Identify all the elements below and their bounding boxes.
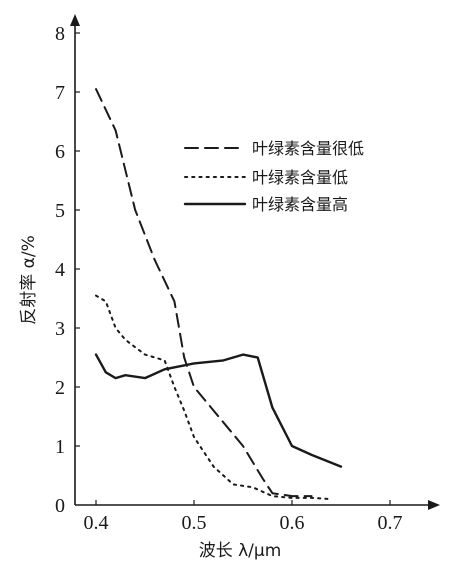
x-axis-label: 波长 λ/μm <box>199 541 282 561</box>
series-line-2 <box>95 294 333 501</box>
series-line-3 <box>94 353 343 468</box>
ticks: 0 1 2 3 4 5 6 7 8 0.4 0.5 0.6 0.7 <box>55 23 403 534</box>
y-tick-label: 4 <box>55 259 65 281</box>
y-tick-label: 8 <box>55 23 65 45</box>
y-tick-label: 5 <box>55 200 65 222</box>
legend-label-3: 叶绿素含量高 <box>252 195 348 214</box>
x-axis-arrow <box>428 500 440 510</box>
legend-label-1: 叶绿素含量很低 <box>252 139 364 158</box>
y-tick-label: 0 <box>55 495 65 517</box>
y-axis-arrow <box>70 14 80 26</box>
legend-label-2: 叶绿素含量低 <box>252 168 348 187</box>
y-tick-label: 2 <box>55 377 65 399</box>
x-tick-label: 0.4 <box>84 512 109 534</box>
x-tick-label: 0.5 <box>182 512 207 534</box>
y-tick-label: 6 <box>55 141 65 163</box>
x-tick-label: 0.7 <box>378 512 403 534</box>
y-tick-label: 3 <box>55 318 65 340</box>
series-lines <box>94 88 343 501</box>
axes <box>70 14 440 510</box>
y-axis-label: 反射率 α/% <box>19 235 39 325</box>
x-tick-label: 0.6 <box>280 512 305 534</box>
y-tick-label: 1 <box>55 436 65 458</box>
series-line-1 <box>95 88 313 498</box>
y-tick-label: 7 <box>55 82 65 104</box>
